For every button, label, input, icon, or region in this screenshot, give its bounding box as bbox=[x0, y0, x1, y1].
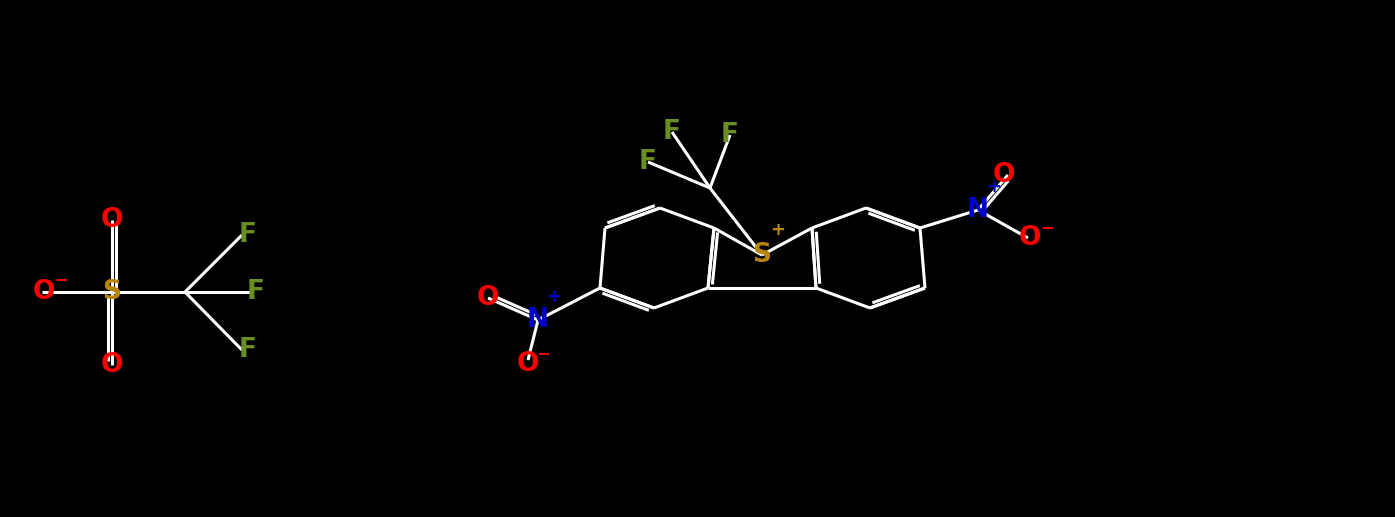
Text: O: O bbox=[32, 279, 56, 305]
Text: O: O bbox=[100, 352, 123, 378]
Text: F: F bbox=[239, 222, 257, 248]
Text: O: O bbox=[100, 207, 123, 233]
Text: +: + bbox=[770, 221, 785, 239]
Text: N: N bbox=[967, 197, 989, 223]
Text: O: O bbox=[516, 351, 540, 377]
Text: S: S bbox=[752, 242, 771, 268]
Text: F: F bbox=[721, 122, 739, 148]
Text: O: O bbox=[993, 162, 1016, 188]
Text: +: + bbox=[545, 288, 561, 306]
Text: −: − bbox=[54, 270, 68, 288]
Text: −: − bbox=[1041, 218, 1053, 236]
Text: F: F bbox=[663, 119, 681, 145]
Text: F: F bbox=[639, 149, 657, 175]
Text: N: N bbox=[527, 307, 550, 333]
Text: S: S bbox=[102, 279, 121, 305]
Text: O: O bbox=[477, 285, 499, 311]
Text: +: + bbox=[986, 178, 1002, 196]
Text: F: F bbox=[239, 337, 257, 363]
Text: O: O bbox=[1018, 225, 1041, 251]
Text: −: − bbox=[536, 344, 550, 362]
Text: F: F bbox=[247, 279, 265, 305]
